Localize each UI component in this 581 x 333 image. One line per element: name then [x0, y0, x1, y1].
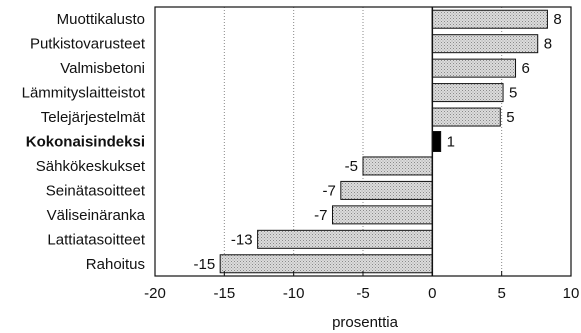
- bar: [431, 83, 504, 103]
- category-label: Seinätasoitteet: [46, 182, 146, 199]
- x-tick-label: 0: [428, 285, 436, 302]
- bar: [431, 9, 548, 29]
- bar: [362, 156, 433, 176]
- bar: [431, 34, 539, 54]
- labels: Muottikalusto 8 Putkistovarusteet 8 Valmisbe…: [22, 11, 580, 302]
- x-tick-label: 5: [497, 285, 505, 302]
- x-tick-label: 10: [563, 285, 580, 302]
- x-tick-label: -10: [283, 285, 305, 302]
- bar: [331, 205, 433, 225]
- data-label: 5: [509, 85, 517, 102]
- bar: [257, 229, 433, 249]
- data-label: -13: [231, 231, 253, 248]
- bar: [431, 58, 517, 78]
- x-tick-label: -5: [356, 285, 369, 302]
- category-label: Lämmityslaitteistot: [22, 85, 146, 102]
- data-label: 1: [447, 134, 455, 151]
- category-label: Rahoitus: [86, 256, 145, 273]
- category-label: Valmisbetoni: [60, 60, 145, 77]
- category-label: Kokonaisindeksi: [26, 134, 145, 151]
- data-label: -5: [345, 158, 358, 175]
- axes: [154, 6, 572, 277]
- bar: [431, 107, 501, 127]
- x-tick-label: -15: [213, 285, 235, 302]
- category-label: Väliseinäranka: [47, 207, 146, 224]
- x-tick-label: -20: [144, 285, 166, 302]
- data-label: -15: [193, 256, 215, 273]
- bar: [219, 254, 433, 274]
- data-label: 8: [553, 11, 561, 28]
- data-label: 8: [544, 36, 552, 53]
- data-label: 6: [522, 60, 530, 77]
- category-label: Telejärjestelmät: [41, 109, 146, 126]
- data-label: -7: [322, 182, 335, 199]
- category-label: Putkistovarusteet: [30, 36, 146, 53]
- category-label: Lattiatasoitteet: [47, 231, 145, 248]
- data-label: -7: [314, 207, 327, 224]
- data-label: 5: [506, 109, 514, 126]
- x-axis-title: prosenttia: [332, 314, 399, 331]
- bars: [219, 9, 548, 274]
- bar: [431, 131, 442, 152]
- category-label: Muottikalusto: [57, 11, 145, 28]
- category-label: Sähkökeskukset: [36, 158, 146, 175]
- bar: [340, 180, 433, 200]
